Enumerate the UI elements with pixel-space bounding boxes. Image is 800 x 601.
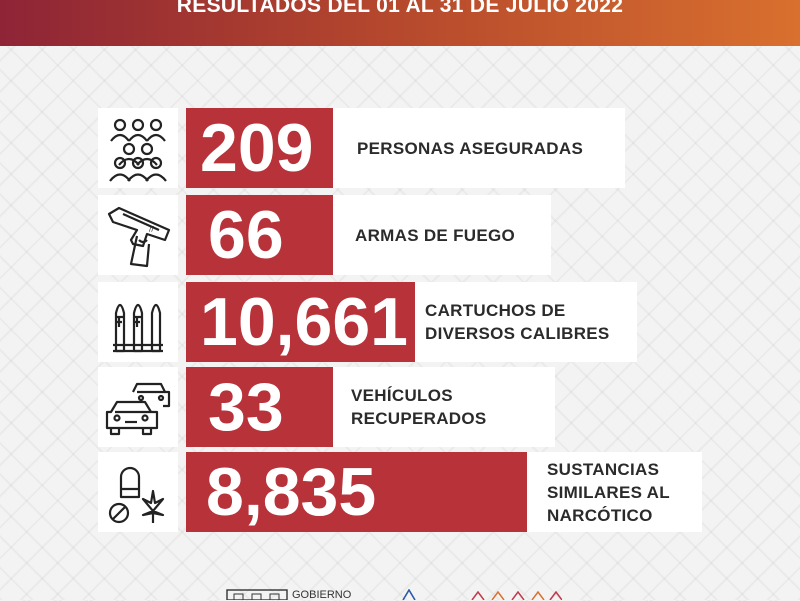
svg-text://: // [149,225,154,233]
stat-label: CARTUCHOS DE DIVERSOS CALIBRES [425,301,610,343]
stat-value: 209 [200,110,314,186]
mountain-logo [402,589,416,600]
stat-label-box: ARMAS DE FUEGO [333,195,551,275]
bullets-icon [98,282,178,362]
stat-label: PERSONAS ASEGURADAS [357,138,584,158]
pattern-logo [471,590,562,600]
stat-value-box: 66 [186,195,333,275]
stat-value: 66 [208,197,284,273]
stat-value: 33 [208,369,284,445]
stat-label-box: SUSTANCIAS SIMILARES AL NARCÓTICO [527,452,702,532]
footer-logos: GOBIERNO [0,585,800,601]
stat-label: SUSTANCIAS SIMILARES AL NARCÓTICO [547,459,670,525]
stat-label-box: CARTUCHOS DE DIVERSOS CALIBRES [415,282,637,362]
footer-logo-text: GOBIERNO [292,589,352,601]
stat-label: VEHÍCULOS RECUPERADOS [351,386,487,428]
pistol-icon: // [98,195,178,275]
stat-value: 10,661 [200,284,408,360]
stat-label-box: VEHÍCULOS RECUPERADOS [333,367,555,447]
cars-icon [98,367,178,447]
stat-value-box: 10,661 [186,282,415,362]
people-group-icon [98,108,178,188]
stat-value-box: 8,835 [186,452,527,532]
stat-label-box: PERSONAS ASEGURADAS [333,108,625,188]
stat-label: ARMAS DE FUEGO [355,225,516,245]
page-title: RESULTADOS DEL 01 AL 31 DE JULIO 2022 [176,0,624,17]
stat-value: 8,835 [206,454,377,530]
stat-value-box: 33 [186,367,333,447]
government-logo [226,589,288,600]
drugs-icon [98,452,178,532]
header-banner: RESULTADOS DEL 01 AL 31 DE JULIO 2022 [0,0,800,46]
stat-value-box: 209 [186,108,333,188]
